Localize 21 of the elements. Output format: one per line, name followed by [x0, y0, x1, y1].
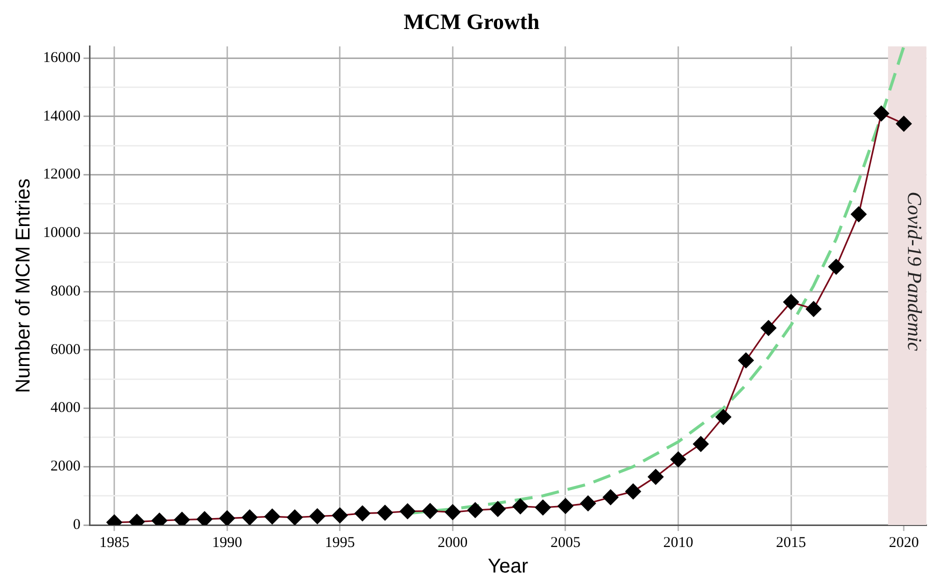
y-tick-label: 12000 [43, 166, 80, 183]
y-tick-label: 10000 [43, 225, 80, 242]
y-tick-label: 6000 [50, 342, 80, 358]
y-tick-label: 14000 [43, 108, 80, 124]
y-axis-title: Number of MCM Entries [12, 178, 35, 393]
x-axis-title: Year [488, 556, 528, 578]
y-tick-label: 8000 [50, 283, 80, 300]
y-tick-label: 0 [73, 516, 80, 533]
x-tick-label: 2005 [550, 534, 580, 551]
chart-title: MCM Growth [404, 8, 540, 34]
band-label: Covid-19 Pandemic [902, 192, 925, 352]
y-tick-label: 4000 [50, 400, 80, 416]
y-tick-label: 2000 [50, 458, 80, 475]
x-tick-label: 2010 [663, 534, 694, 551]
x-tick-label: 1995 [324, 534, 355, 551]
x-tick-label: 1985 [99, 534, 130, 551]
x-tick-label: 2000 [438, 534, 468, 551]
x-tick-label: 2020 [888, 534, 919, 551]
y-tick-label: 16000 [43, 50, 80, 66]
x-tick-label: 2015 [776, 534, 806, 551]
x-tick-label: 1990 [212, 534, 242, 551]
